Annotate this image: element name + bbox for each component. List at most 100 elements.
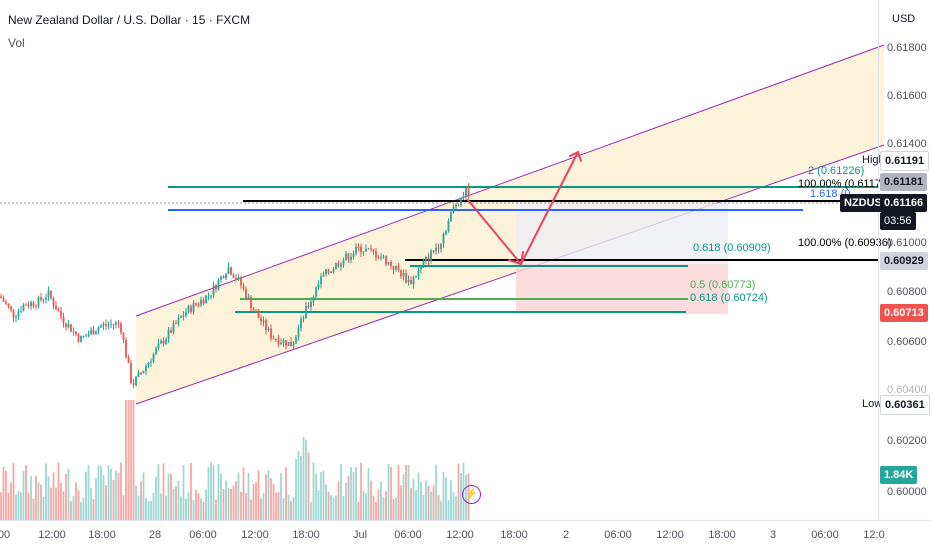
volume-bar <box>167 473 170 520</box>
candle-body <box>215 285 217 290</box>
time-tick: 18:00 <box>292 529 320 541</box>
candle-body <box>437 247 440 249</box>
candle-body <box>77 334 80 342</box>
candle-body <box>180 316 182 318</box>
volume-bar <box>435 464 437 520</box>
candle-body <box>287 341 290 346</box>
volume-bar <box>440 501 442 520</box>
volume-bar <box>300 456 302 520</box>
channel-upper-line[interactable] <box>135 44 885 317</box>
candle-body <box>390 261 392 267</box>
volume-bar <box>182 465 185 520</box>
candle-body <box>290 341 292 347</box>
candle-body <box>110 324 112 326</box>
volume-bar <box>50 487 52 520</box>
price-axis[interactable] <box>878 0 932 520</box>
volume-bar <box>460 472 462 520</box>
volume-bar <box>392 498 395 520</box>
candle-body <box>237 277 240 280</box>
candle-body <box>265 320 267 331</box>
volume-bar <box>275 492 277 520</box>
volume-bar <box>285 467 287 520</box>
volume-bar <box>115 470 117 520</box>
candle-body <box>172 323 175 333</box>
candle-body <box>75 331 77 335</box>
candle-body <box>147 362 150 367</box>
volume-bar <box>60 483 62 520</box>
candle-body <box>292 343 295 347</box>
candle-body <box>352 253 355 257</box>
candle-body <box>82 335 85 337</box>
candle-body <box>247 297 250 299</box>
price-tick: 0.61800 <box>887 42 927 54</box>
volume-bar <box>395 497 397 520</box>
volume-bar <box>120 462 122 520</box>
projection-path[interactable] <box>467 150 582 266</box>
candlesticks[interactable] <box>0 183 470 389</box>
volume-bar <box>390 467 392 520</box>
volume-bar <box>72 496 75 520</box>
candle-body <box>240 277 242 286</box>
time-tick: 12:00 <box>656 529 684 541</box>
volume-bar <box>425 480 427 520</box>
candle-body <box>262 320 265 322</box>
candle-body <box>440 243 442 249</box>
volume-bar <box>242 467 245 520</box>
volume-bar <box>97 465 100 520</box>
candle-body <box>190 306 192 313</box>
volume-bar <box>337 481 340 520</box>
candle-body <box>197 304 200 306</box>
lightning-icon[interactable]: ⚡ <box>462 485 481 504</box>
candle-body <box>350 256 352 260</box>
candle-body <box>382 256 385 258</box>
time-tick: 12:00 <box>38 529 66 541</box>
volume-bar <box>65 474 67 520</box>
volume-bar <box>92 499 95 520</box>
candle-body <box>145 366 147 371</box>
candle-body <box>337 263 340 267</box>
candle-body <box>187 306 190 313</box>
volume-bar <box>32 498 35 520</box>
candle-body <box>315 287 317 297</box>
volume-bar <box>282 498 285 520</box>
candle-body <box>167 329 170 340</box>
level-price-tag: 0.61181 <box>880 173 928 191</box>
candle-body <box>340 264 342 267</box>
channel-lower-line[interactable] <box>135 144 885 405</box>
time-tick: 28 <box>148 529 162 541</box>
candle-body <box>367 248 370 250</box>
time-axis[interactable] <box>0 520 932 551</box>
volume-bar <box>145 497 147 520</box>
volume-bar <box>327 491 330 520</box>
volume-bar <box>405 464 407 520</box>
volume-bar <box>360 462 362 520</box>
candle-body <box>405 273 407 283</box>
candle-body <box>67 324 70 328</box>
candle-body <box>347 253 350 260</box>
candle-body <box>175 323 177 325</box>
candle-body <box>377 257 380 259</box>
volume-bar <box>57 462 60 520</box>
candle-body <box>332 269 335 272</box>
candle-body <box>417 269 420 277</box>
candle-body <box>270 328 272 339</box>
volume-bar <box>302 436 305 520</box>
volume-bar <box>125 400 127 520</box>
volume-bar <box>432 485 435 520</box>
fib-label-05: 0.5 (0.60773) <box>690 279 756 291</box>
candle-body <box>412 277 415 285</box>
volume-bar <box>80 501 82 520</box>
candle-body <box>47 290 50 298</box>
volume-bar <box>55 487 57 520</box>
volume-bar <box>417 472 420 520</box>
candle-body <box>40 297 42 300</box>
candle-body <box>307 306 310 308</box>
candle-body <box>120 323 122 333</box>
volume-bar <box>12 463 15 520</box>
volume-indicator-label[interactable]: Vol <box>8 36 25 50</box>
candle-body <box>15 316 17 318</box>
currency-label[interactable]: USD <box>892 13 916 25</box>
volume-value-tag: 1.84K <box>880 466 918 484</box>
time-tick: 18:00 <box>88 529 116 541</box>
